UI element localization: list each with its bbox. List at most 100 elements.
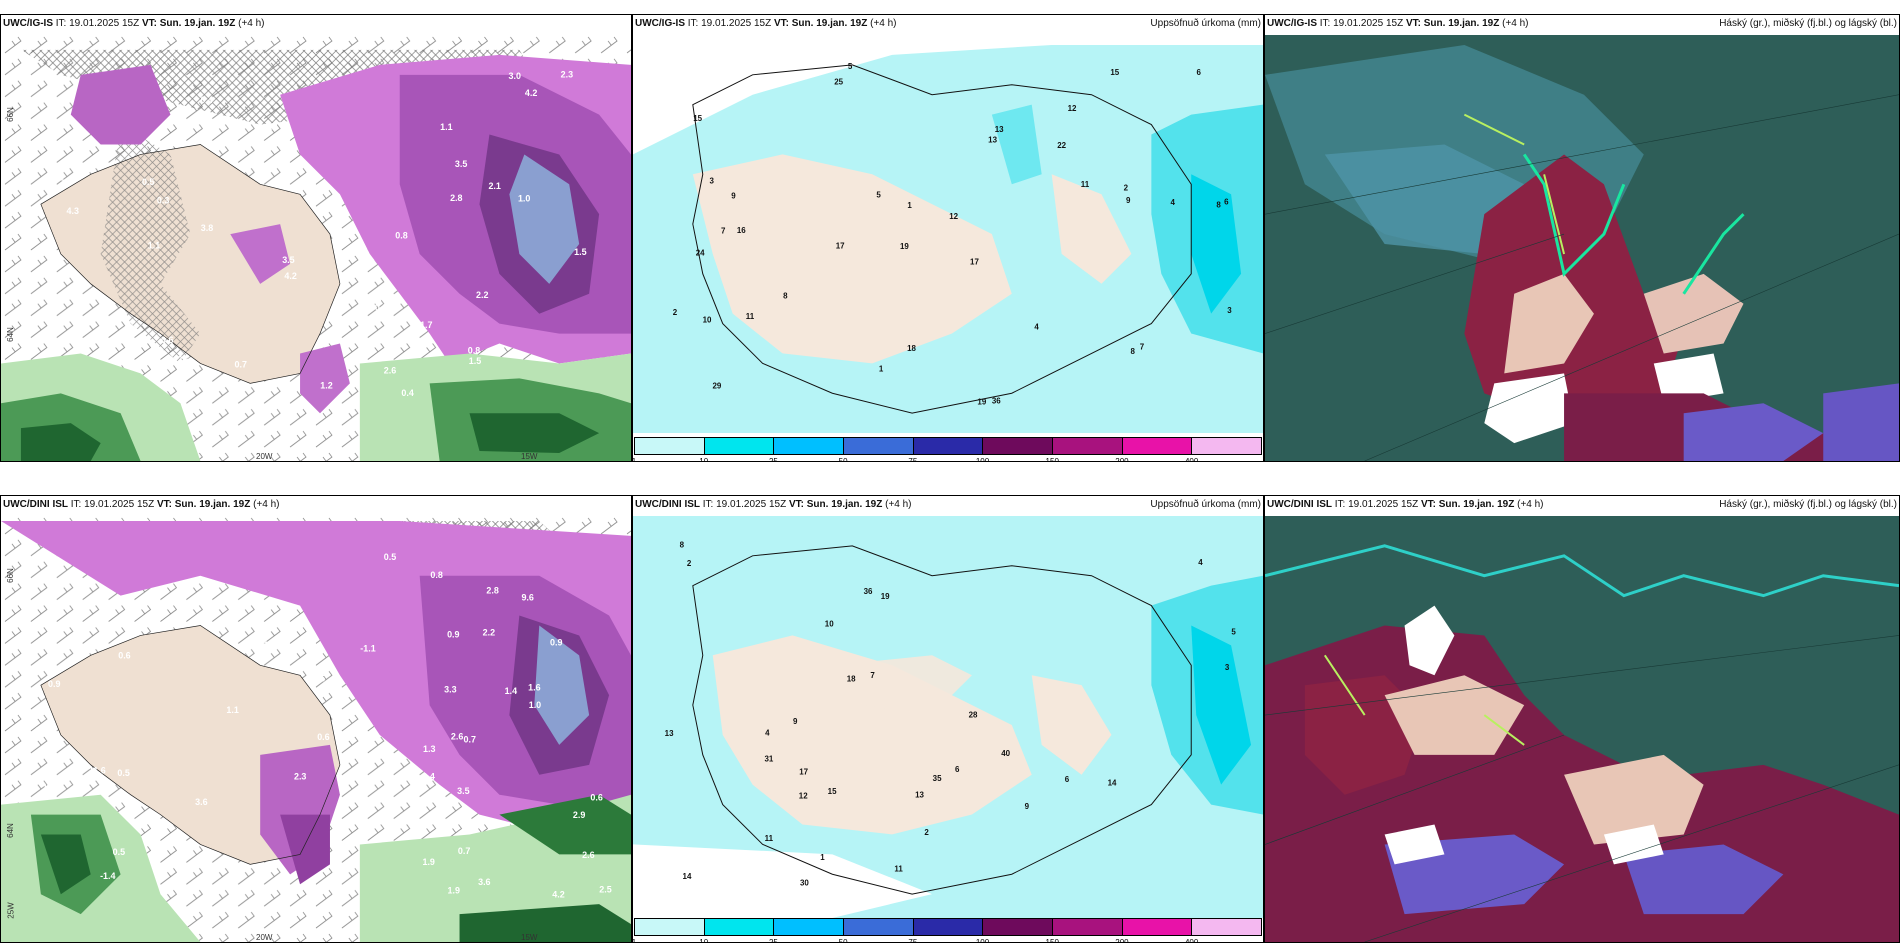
value-label: 2: [673, 308, 678, 317]
value-label: 6.4: [204, 381, 216, 391]
value-label: 5: [848, 62, 853, 71]
colorbar-tick: 50: [838, 457, 848, 462]
value-label: 2.6: [582, 850, 594, 860]
value-label: 5: [1231, 627, 1236, 636]
lon-label-20w: 20W: [256, 452, 273, 461]
value-label: 0.5: [113, 847, 125, 857]
value-label: 0.7: [235, 359, 247, 369]
lon-label-15w: 15W: [521, 452, 538, 461]
value-label: 2.6: [384, 366, 396, 376]
value-label: 4: [1170, 198, 1175, 207]
value-label: 1.5: [313, 674, 325, 684]
value-label: 1.2: [320, 380, 332, 390]
value-label: 13: [995, 125, 1004, 134]
colorbar-seg: [844, 919, 914, 935]
lon-label-15w: 15W: [521, 933, 538, 942]
value-label: 5: [876, 191, 881, 200]
value-label: 6: [1197, 68, 1202, 77]
value-label: 1.7: [43, 783, 55, 793]
value-label: 1.6: [528, 682, 540, 692]
colorbar-seg: [1053, 919, 1123, 935]
colorbar-seg: [1192, 438, 1262, 454]
value-label: 3.7: [98, 343, 110, 353]
colorbar-seg: [844, 438, 914, 454]
value-label: 1.4: [505, 686, 517, 696]
value-label: 13: [915, 790, 924, 799]
value-label: 1.1: [226, 705, 238, 715]
colorbar-tick: 50: [838, 938, 848, 943]
value-label: 0.4: [201, 95, 213, 105]
value-label: 0.6: [317, 732, 329, 742]
panel-dini-accum-precip: UWC/DINI ISL IT: 19.01.2025 15Z VT: Sun.…: [632, 495, 1264, 943]
colorbar-tick: 200: [1115, 457, 1129, 462]
colorbar-tick: 10: [699, 938, 709, 943]
value-label: 3.2: [53, 172, 65, 182]
panel-igis-cloud: UWC/IG-IS IT: 19.01.2025 15Z VT: Sun. 19…: [1264, 14, 1900, 462]
value-label: 13: [988, 135, 997, 144]
lat-label-64n: 64N: [5, 823, 15, 838]
value-label: 0.9: [447, 630, 459, 640]
colorbar: [634, 437, 1262, 455]
value-label: 0.6: [161, 335, 173, 345]
value-label: 14: [1108, 778, 1117, 787]
value-label: 0.9: [48, 679, 60, 689]
value-label: 1.5: [469, 356, 481, 366]
colorbar-seg: [983, 919, 1054, 935]
accum-precip-map: 5 12 8 19 17 16 15 22 24 13 12 29 25 17 19 36 18 15 11 8 9 7 6…: [633, 35, 1263, 437]
value-label: 0.9: [550, 638, 562, 648]
value-label: 4.2: [525, 88, 537, 98]
value-label: 8: [680, 541, 685, 550]
value-label: 7: [870, 671, 875, 680]
value-label: 8: [1216, 201, 1221, 210]
cloud-cover-map: [1265, 35, 1899, 461]
value-label: 0.7: [458, 846, 470, 856]
colorbar-seg: [704, 438, 775, 454]
value-label: 16: [737, 226, 746, 235]
precip-wind-map: 0.4 0.6 1.4 2.9 1.9 2.2 1.6 1.5 2.6 3.6 2.6 1.3 1.7 3…: [1, 516, 631, 942]
value-label: 1: [820, 853, 825, 862]
value-label: 3: [1225, 663, 1230, 672]
value-label: 3.5: [455, 159, 467, 169]
value-label: 0.5: [117, 768, 129, 778]
value-label: 25: [834, 77, 843, 86]
value-label: 0.5: [384, 552, 396, 562]
value-label: 13: [665, 729, 674, 738]
value-label: 0.8: [468, 346, 480, 356]
value-label: 2: [1124, 183, 1129, 192]
value-label: 17: [799, 768, 808, 777]
value-label: 1.9: [447, 886, 459, 896]
value-label: 12: [1068, 104, 1077, 113]
colorbar-tick: 150: [1045, 457, 1059, 462]
colorbar-seg: [635, 919, 705, 935]
value-label: 3: [709, 176, 714, 185]
value-label: 2.3: [561, 70, 573, 80]
colorbar-tick: 75: [908, 457, 918, 462]
value-label: 18: [907, 344, 916, 353]
colorbar-tick: 400: [1184, 938, 1199, 943]
value-label: 1.0: [529, 700, 541, 710]
value-label: 35: [933, 774, 942, 783]
panel-header: UWC/DINI ISL IT: 19.01.2025 15Z VT: Sun.…: [1267, 499, 1897, 510]
value-label: 29: [712, 381, 721, 390]
value-label: 28: [969, 710, 978, 719]
value-label: 1.5: [574, 247, 586, 257]
colorbar-tick: 150: [1045, 938, 1059, 943]
value-label: 3.0: [508, 71, 520, 81]
value-label: 30: [800, 878, 809, 887]
colorbar: [634, 918, 1262, 936]
value-label: 3.3: [444, 684, 456, 694]
panel-igis-precip-wind: UWC/IG-IS IT: 19.01.2025 15Z VT: Sun. 19…: [0, 14, 632, 462]
value-label: 6: [1065, 775, 1070, 784]
value-label: 2.6: [451, 731, 463, 741]
cloud-cover-map: [1265, 516, 1899, 942]
panel-header: UWC/DINI ISL IT: 19.01.2025 15Z VT: Sun.…: [3, 499, 280, 510]
value-label: 2: [687, 559, 692, 568]
value-label: 4.2: [552, 890, 564, 900]
value-label: 0.5: [142, 177, 154, 187]
panel-header: UWC/IG-IS IT: 19.01.2025 15Z VT: Sun. 19…: [3, 18, 265, 29]
value-label: 1.3: [423, 744, 435, 754]
colorbar-ticks: 1 10 25 50 75 100 150 200 400: [633, 938, 1262, 943]
value-label: 17: [836, 242, 845, 251]
value-label: 31: [764, 754, 773, 763]
value-label: 4: [765, 729, 770, 738]
